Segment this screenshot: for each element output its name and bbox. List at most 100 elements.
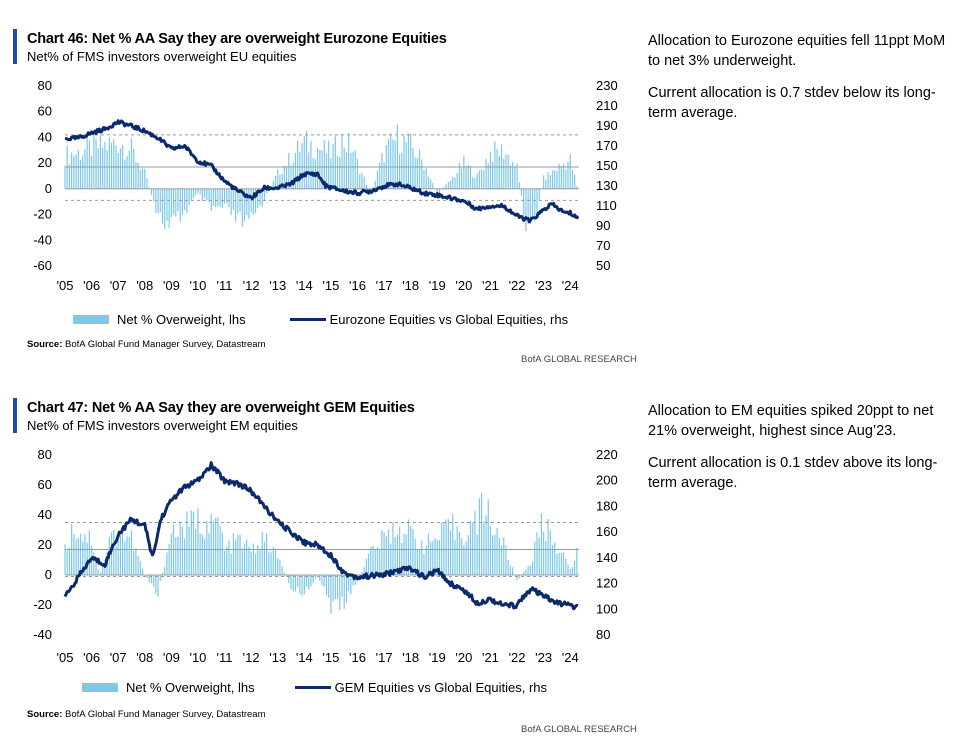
data-bar (179, 521, 181, 575)
data-bar (436, 188, 438, 195)
x-tick-label: '05 (57, 650, 74, 665)
data-bar (192, 511, 195, 575)
data-bar (215, 188, 217, 208)
data-bar (487, 499, 489, 575)
data-bar (436, 540, 438, 575)
data-bar (343, 575, 345, 610)
data-bar (86, 542, 88, 575)
data-bar (461, 168, 463, 189)
data-bar (90, 155, 93, 189)
data-bar (263, 541, 266, 575)
y-right-tick-label: 230 (596, 78, 618, 93)
data-bar (75, 539, 77, 575)
data-bar (525, 188, 527, 232)
data-bar (268, 551, 270, 575)
data-bar (403, 135, 405, 189)
legend-bar-swatch (82, 683, 118, 692)
data-bar (554, 542, 556, 575)
data-bar (534, 541, 536, 575)
data-bar (206, 188, 208, 201)
data-bar (507, 559, 509, 575)
data-bar (485, 515, 487, 575)
data-bar (308, 575, 310, 590)
data-bar (168, 188, 170, 228)
data-bar (489, 151, 492, 189)
data-bar (130, 137, 133, 189)
data-bar (312, 575, 314, 583)
data-bar (376, 170, 379, 189)
data-bar (119, 534, 122, 575)
data-bar (383, 162, 385, 189)
x-tick-label: '15 (322, 650, 339, 665)
x-tick-label: '19 (429, 278, 446, 293)
data-bar (376, 547, 379, 575)
data-bar (472, 177, 474, 189)
data-bar (387, 139, 390, 189)
data-bar (308, 152, 310, 189)
y-right-tick-label: 100 (596, 601, 618, 616)
data-bar (421, 540, 423, 575)
legend-line-label: GEM Equities vs Global Equities, rhs (334, 680, 548, 695)
y-left-tick-label: 40 (38, 507, 52, 522)
data-bar (498, 156, 500, 189)
data-bar (243, 188, 246, 222)
y-left-tick-label: 20 (38, 155, 52, 170)
data-bar (527, 565, 529, 575)
y-right-tick-label: 130 (596, 178, 618, 193)
data-bar (139, 169, 141, 189)
legend-line-swatch (294, 686, 331, 689)
data-bar (124, 159, 126, 189)
data-bar (374, 548, 376, 575)
data-bar (571, 169, 574, 189)
data-bar (212, 188, 215, 206)
data-bar (365, 558, 367, 575)
data-bar (319, 575, 321, 581)
title-accent-bar (13, 398, 17, 433)
data-bar (505, 545, 507, 575)
x-tick-label: '18 (402, 650, 419, 665)
data-bar (303, 575, 305, 595)
commentary-46: Allocation to Eurozone equities fell 11p… (648, 31, 948, 135)
data-bar (505, 154, 507, 189)
data-bar (503, 158, 505, 189)
chart-credit: BofA GLOBAL RESEARCH (521, 354, 637, 365)
data-bar (467, 535, 469, 575)
data-bar (75, 154, 77, 189)
data-bar (86, 137, 88, 189)
data-bar (99, 135, 102, 189)
data-bar (252, 543, 254, 575)
x-tick-label: '12 (243, 278, 260, 293)
data-bar (361, 571, 363, 575)
data-bar (560, 165, 562, 189)
data-bar (576, 547, 578, 575)
data-bar (350, 152, 352, 189)
x-tick-label: '21 (482, 650, 499, 665)
data-bar (254, 553, 257, 575)
data-bar (246, 539, 248, 575)
data-bar (144, 168, 146, 189)
data-bar (232, 533, 235, 575)
data-bar (119, 148, 122, 189)
commentary-paragraph: Current allocation is 0.7 stdev below it… (648, 85, 936, 121)
data-bar (325, 153, 328, 189)
data-bar (319, 149, 321, 189)
y-left-tick-label: -40 (33, 232, 52, 247)
data-bar (569, 154, 571, 189)
y-right-tick-label: 170 (596, 138, 618, 153)
data-bar (434, 538, 436, 575)
data-bar (146, 178, 148, 189)
data-bar (467, 164, 469, 189)
data-bar (93, 134, 95, 189)
data-bar (412, 148, 414, 189)
data-bar (441, 522, 443, 575)
data-bar (381, 530, 383, 575)
data-bar (64, 544, 66, 575)
x-tick-label: '06 (83, 650, 100, 665)
data-bar (536, 188, 538, 213)
data-bar (77, 150, 79, 189)
y-right-tick-label: 190 (596, 118, 618, 133)
data-bar (445, 184, 447, 189)
data-bar (73, 156, 75, 189)
data-bar (352, 151, 354, 189)
data-bar (104, 141, 106, 189)
